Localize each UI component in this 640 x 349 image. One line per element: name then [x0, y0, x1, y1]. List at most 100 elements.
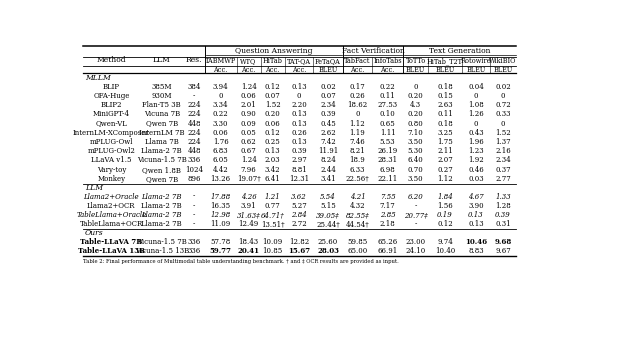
Text: 65.26: 65.26 — [378, 238, 398, 246]
Text: WTQ: WTQ — [241, 57, 257, 65]
Text: 0.90: 0.90 — [241, 110, 257, 118]
Text: 0.19: 0.19 — [437, 211, 453, 219]
Text: 1.19: 1.19 — [349, 129, 365, 137]
Text: 0.06: 0.06 — [265, 119, 280, 127]
Text: Text Generation: Text Generation — [429, 47, 490, 55]
Text: Ours: Ours — [84, 229, 103, 237]
Text: Llama2+Oracle: Llama2+Oracle — [84, 193, 140, 201]
Text: 384: 384 — [188, 83, 201, 90]
Text: 2.01: 2.01 — [241, 101, 257, 109]
Text: 0: 0 — [474, 92, 478, 100]
Text: 0.46: 0.46 — [468, 166, 484, 174]
Text: Vicuna-1.5 7B: Vicuna-1.5 7B — [137, 238, 187, 246]
Text: 1.23: 1.23 — [468, 147, 484, 155]
Text: 0.15: 0.15 — [437, 92, 453, 100]
Text: BLEU: BLEU — [435, 66, 454, 74]
Text: 1.96: 1.96 — [468, 138, 484, 146]
Text: 0.22: 0.22 — [212, 110, 228, 118]
Text: 3.62: 3.62 — [291, 193, 307, 201]
Text: 18.9: 18.9 — [349, 156, 365, 164]
Text: 0.77: 0.77 — [265, 202, 280, 210]
Text: TAT-QA: TAT-QA — [287, 57, 311, 65]
Text: Acc.: Acc. — [241, 66, 256, 74]
Text: 57.78: 57.78 — [211, 238, 231, 246]
Text: -: - — [414, 220, 417, 228]
Text: OFA-Huge: OFA-Huge — [93, 92, 129, 100]
Text: Vicuna-1.5 13B: Vicuna-1.5 13B — [134, 247, 189, 255]
Text: Acc.: Acc. — [214, 66, 228, 74]
Text: 4.3: 4.3 — [410, 101, 421, 109]
Text: 25.60: 25.60 — [318, 238, 338, 246]
Text: 336: 336 — [188, 156, 201, 164]
Text: 7.55: 7.55 — [380, 193, 396, 201]
Text: BLEU: BLEU — [406, 66, 425, 74]
Text: 3.94: 3.94 — [213, 83, 228, 90]
Text: 0.70: 0.70 — [408, 166, 424, 174]
Text: Vicuna 7B: Vicuna 7B — [144, 110, 180, 118]
Text: 0: 0 — [413, 83, 418, 90]
Text: 7.46: 7.46 — [349, 138, 365, 146]
Text: 28.03: 28.03 — [317, 247, 339, 255]
Text: 0.13: 0.13 — [291, 83, 307, 90]
Text: Table-LLaVA 13B: Table-LLaVA 13B — [78, 247, 145, 255]
Text: 0.13: 0.13 — [468, 220, 484, 228]
Text: 4.26: 4.26 — [241, 193, 257, 201]
Text: MLLM: MLLM — [84, 74, 111, 82]
Text: 19.07†: 19.07† — [237, 175, 260, 183]
Text: 31.63‡: 31.63‡ — [237, 211, 260, 219]
Text: FeTaQA: FeTaQA — [315, 57, 341, 65]
Text: Acc.: Acc. — [381, 66, 395, 74]
Text: 15.67: 15.67 — [288, 247, 310, 255]
Text: 0.02: 0.02 — [320, 83, 336, 90]
Text: LLM: LLM — [153, 55, 171, 64]
Text: BLIP2: BLIP2 — [100, 101, 122, 109]
Text: 5.27: 5.27 — [291, 202, 307, 210]
Text: 0.07: 0.07 — [320, 92, 336, 100]
Text: 2.85: 2.85 — [380, 211, 396, 219]
Text: 0.13: 0.13 — [291, 119, 307, 127]
Text: 0.43: 0.43 — [468, 129, 484, 137]
Text: 224: 224 — [188, 110, 201, 118]
Text: 2.62: 2.62 — [320, 129, 336, 137]
Text: InfoTabs: InfoTabs — [373, 57, 402, 65]
Text: -: - — [193, 202, 195, 210]
Text: 82.55‡: 82.55‡ — [346, 211, 369, 219]
Text: Llama2+OCR: Llama2+OCR — [87, 202, 136, 210]
Text: 13.51†: 13.51† — [260, 220, 284, 228]
Text: 0.13: 0.13 — [265, 147, 280, 155]
Text: Acc.: Acc. — [350, 66, 365, 74]
Text: 4.42: 4.42 — [212, 166, 228, 174]
Text: Rotowire: Rotowire — [461, 57, 492, 65]
Text: 930M: 930M — [152, 92, 172, 100]
Text: BLEU: BLEU — [318, 66, 338, 74]
Text: 5.15: 5.15 — [320, 202, 336, 210]
Text: 0.05: 0.05 — [241, 129, 257, 137]
Text: 24.10: 24.10 — [406, 247, 426, 255]
Text: InternLM-XComposer: InternLM-XComposer — [73, 129, 150, 137]
Text: HiTab: HiTab — [262, 57, 282, 65]
Text: Llama-2 7B: Llama-2 7B — [141, 220, 182, 228]
Text: 3.34: 3.34 — [213, 101, 228, 109]
Text: 1.76: 1.76 — [212, 138, 228, 146]
Text: 0.13: 0.13 — [468, 211, 484, 219]
Text: 12.82: 12.82 — [289, 238, 309, 246]
Text: 6.33: 6.33 — [349, 166, 365, 174]
Text: 1.24: 1.24 — [241, 156, 257, 164]
Text: 1.56: 1.56 — [437, 202, 453, 210]
Text: 2.11: 2.11 — [437, 147, 453, 155]
Text: LLM: LLM — [84, 184, 102, 192]
Text: Qwen-VL: Qwen-VL — [95, 119, 127, 127]
Text: ToTTo: ToTTo — [406, 57, 426, 65]
Text: 6.40: 6.40 — [408, 156, 424, 164]
Text: HiTab_T2T: HiTab_T2T — [427, 57, 463, 65]
Text: -: - — [193, 92, 195, 100]
Text: 0.13: 0.13 — [291, 110, 307, 118]
Text: TabFact: TabFact — [344, 57, 371, 65]
Text: 0: 0 — [218, 92, 223, 100]
Text: 2.77: 2.77 — [495, 175, 511, 183]
Text: 3.41: 3.41 — [320, 175, 336, 183]
Text: 0: 0 — [501, 119, 506, 127]
Text: 224: 224 — [188, 129, 201, 137]
Text: 20.77‡: 20.77‡ — [404, 211, 428, 219]
Text: 1.33: 1.33 — [495, 193, 511, 201]
